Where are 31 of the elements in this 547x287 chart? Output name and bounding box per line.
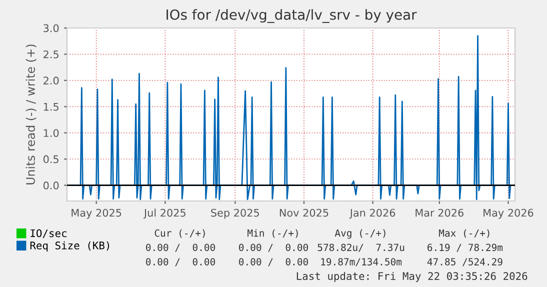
text: 0.00 / 0.00 [146, 244, 215, 252]
x-tick-label: May 2026 [484, 208, 534, 219]
text: Cur (-/+) [154, 229, 205, 238]
text: Min (-/+) [248, 229, 298, 238]
y-tick-label: 1.0 [44, 129, 59, 137]
text: 19.87m/134.50m [321, 258, 402, 266]
chart-title: IOs for /dev/vg_data/lv_srv - by year [166, 9, 417, 23]
x-tick-label: Mar 2026 [416, 208, 464, 217]
text: 6.19 / 78.29m [428, 244, 503, 252]
x-tick-label: Jan 2026 [349, 208, 396, 219]
y-tick-label: 3.0 [44, 24, 59, 32]
legend-label: Req Size (KB) [30, 241, 110, 252]
legend-label: IO/sec [30, 229, 66, 238]
text: 0.00 / 0.00 [239, 258, 308, 266]
y-tick-label: 2.0 [44, 76, 59, 85]
text: 0.00 / 0.00 [239, 244, 308, 252]
y-axis-title: Units read (-) / write (+) [26, 44, 36, 184]
y-tick-label: 0.5 [43, 155, 58, 164]
x-tick-label: Jul 2025 [143, 208, 186, 219]
text: 0.00 / 0.00 [146, 258, 215, 266]
y-tick-label: 1.5 [44, 103, 58, 111]
x-tick-label: Nov 2025 [280, 208, 328, 217]
text: Avg (-/+) [334, 229, 386, 239]
text: 47.85 /524.29 [427, 258, 502, 266]
text: 578.82u/ 7.37u [318, 244, 404, 252]
x-tick-label: Sep 2025 [211, 208, 259, 219]
text: Max (-/+) [439, 229, 490, 238]
y-tick-label: 0.0 [43, 182, 59, 190]
text: Last update: Fri May 22 03:35:26 2026 [296, 272, 528, 282]
y-tick-label: 2.5 [44, 50, 58, 58]
x-tick-label: May 2025 [72, 208, 122, 219]
